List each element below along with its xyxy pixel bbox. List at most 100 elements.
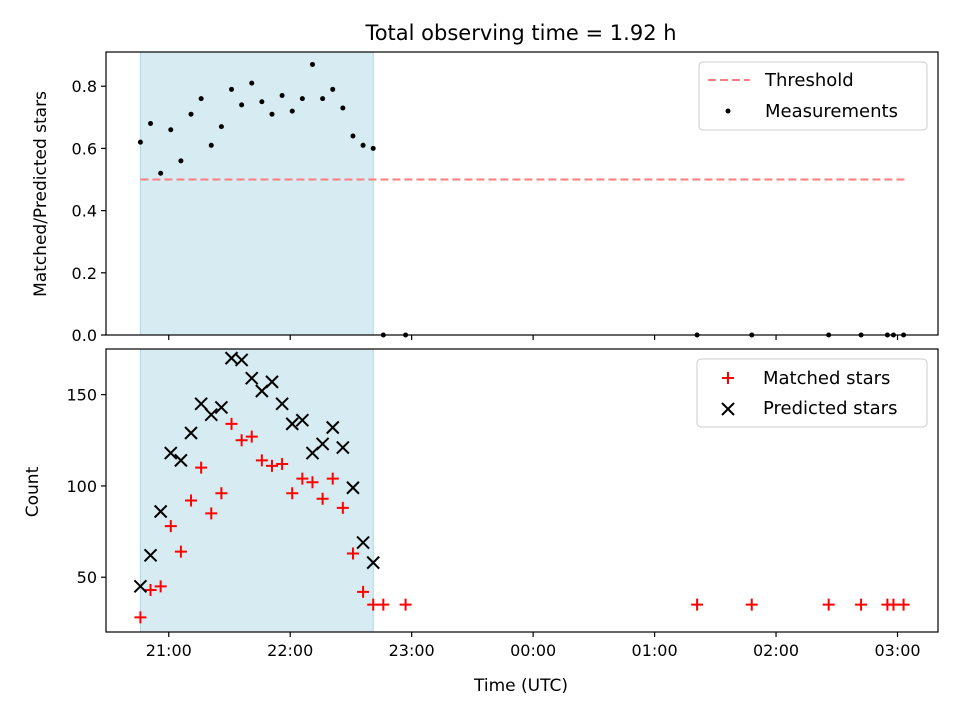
top-dots-point-4 — [178, 158, 184, 164]
bottom-cross-point-22 — [356, 535, 370, 550]
top-dots-point-1 — [148, 121, 154, 127]
bottom-cross-point-4 — [174, 453, 188, 468]
bottom-cross-point-2 — [153, 504, 168, 519]
bottom-legend-frame — [696, 358, 928, 428]
legend-measurements-label: Measurements — [765, 101, 898, 122]
bottom-plus-point-25 — [399, 598, 412, 611]
top-dots-point-15 — [289, 108, 295, 114]
bottom-cross-point-18 — [315, 437, 330, 451]
top-dots-point-14 — [279, 93, 285, 99]
bottom-plus-point-8 — [215, 487, 228, 500]
legend-measurements-swatch — [725, 108, 731, 114]
bottom-cross-point-8 — [214, 400, 229, 415]
bottom-plus-point-27 — [745, 598, 758, 611]
bottom-y-tick-label-50: 50 — [77, 568, 97, 587]
top-series-measurements — [137, 61, 907, 338]
bottom-plus-point-14 — [276, 458, 289, 471]
bottom-cross-point-1 — [143, 548, 158, 563]
top-dots-point-20 — [340, 105, 346, 111]
bottom-plus-point-29 — [855, 598, 868, 611]
bottom-plus-point-17 — [306, 476, 319, 489]
bottom-cross-point-11 — [245, 371, 259, 385]
bottom-observing-window — [139, 348, 374, 633]
bottom-cross-point-7 — [204, 408, 218, 422]
legend-predicted-swatch — [721, 402, 735, 416]
bottom-plus-point-18 — [316, 492, 329, 505]
top-dots-point-16 — [299, 96, 305, 102]
bottom-x-tick-label-23-00: 23:00 — [389, 641, 435, 660]
top-panel: Matched/Predicted stars 0.00.20.40.60.8 … — [31, 51, 939, 345]
bottom-x-tick-label-22-00: 22:00 — [267, 641, 313, 660]
bottom-plus-point-24 — [377, 598, 390, 611]
bottom-cross-point-10 — [234, 353, 249, 367]
bottom-plus-point-12 — [255, 454, 268, 467]
bottom-series-predicted-stars — [133, 351, 380, 594]
bottom-x-tick-label-01-00: 01:00 — [632, 641, 678, 660]
top-dots-point-13 — [269, 111, 275, 117]
bottom-plus-point-32 — [897, 598, 910, 611]
bottom-y-axis-label: Count — [23, 466, 43, 517]
bottom-legend: Matched stars Predicted stars — [696, 358, 928, 428]
figure-title: Total observing time = 1.92 h — [364, 21, 676, 45]
bottom-plus-point-22 — [357, 585, 370, 598]
x-axis-label: Time (UTC) — [473, 676, 568, 696]
bottom-plot-frame — [105, 348, 939, 633]
legend-matched-swatch — [722, 372, 734, 384]
bottom-plus-point-3 — [164, 520, 177, 533]
bottom-plus-point-4 — [174, 545, 187, 558]
legend-threshold-label: Threshold — [764, 70, 854, 91]
top-dots-point-23 — [370, 145, 376, 151]
bottom-plus-point-11 — [245, 430, 258, 443]
top-dots-point-5 — [188, 111, 194, 117]
legend-matched-label: Matched stars — [763, 368, 890, 389]
bottom-plus-point-6 — [195, 461, 208, 474]
bottom-cross-point-14 — [275, 397, 289, 411]
top-dots-point-8 — [218, 124, 224, 130]
bottom-cross-point-21 — [346, 481, 360, 495]
top-y-tick-label-0-6: 0.6 — [72, 139, 97, 158]
top-y-tick-label-0-8: 0.8 — [72, 77, 97, 96]
bottom-plus-point-20 — [336, 501, 349, 514]
bottom-plus-point-26 — [691, 598, 704, 611]
top-dots-point-18 — [320, 96, 326, 102]
top-dots-point-17 — [309, 61, 315, 67]
bottom-series-matched-stars — [134, 417, 910, 624]
bottom-y-tick-label-150: 150 — [66, 386, 97, 405]
top-dots-point-3 — [168, 127, 174, 133]
top-y-tick-label-0-2: 0.2 — [72, 264, 97, 283]
bottom-cross-point-15 — [285, 417, 299, 431]
bottom-plus-point-31 — [887, 598, 900, 611]
bottom-plus-point-1 — [144, 584, 157, 597]
top-y-tick-label-0-4: 0.4 — [72, 202, 97, 221]
bottom-cross-point-23 — [366, 555, 380, 570]
bottom-cross-point-6 — [194, 397, 208, 411]
bottom-cross-point-3 — [164, 446, 178, 460]
top-dots-point-9 — [229, 86, 235, 92]
top-observing-window — [139, 51, 374, 336]
bottom-cross-point-19 — [326, 420, 340, 435]
bottom-y-tick-label-100: 100 — [66, 477, 97, 496]
bottom-cross-point-13 — [265, 375, 279, 389]
bottom-plus-point-13 — [265, 459, 278, 472]
bottom-cross-point-20 — [336, 440, 350, 455]
top-dots-point-10 — [239, 102, 245, 108]
top-legend-frame — [698, 61, 928, 131]
bottom-x-tick-label-21-00: 21:00 — [146, 641, 192, 660]
top-dots-point-7 — [208, 142, 214, 148]
bottom-plus-point-15 — [286, 487, 299, 500]
top-dots-point-2 — [158, 170, 164, 176]
top-plot-frame — [105, 51, 939, 336]
top-dots-point-12 — [259, 99, 265, 105]
top-dots-point-19 — [330, 86, 336, 92]
legend-predicted-label: Predicted stars — [763, 398, 897, 419]
bottom-plus-point-10 — [235, 434, 248, 447]
bottom-x-tick-label-02-00: 02:00 — [753, 641, 799, 660]
bottom-x-tick-label-03-00: 03:00 — [874, 641, 920, 660]
bottom-plus-point-0 — [134, 611, 147, 624]
bottom-x-tick-label-00-00: 00:00 — [510, 641, 556, 660]
bottom-plus-point-16 — [296, 472, 309, 485]
top-dots-point-21 — [350, 133, 356, 139]
top-dots-point-22 — [360, 142, 366, 148]
bottom-panel: Count Time (UTC) 50 100 150 21:00 22:00 23:00… — [23, 348, 939, 696]
